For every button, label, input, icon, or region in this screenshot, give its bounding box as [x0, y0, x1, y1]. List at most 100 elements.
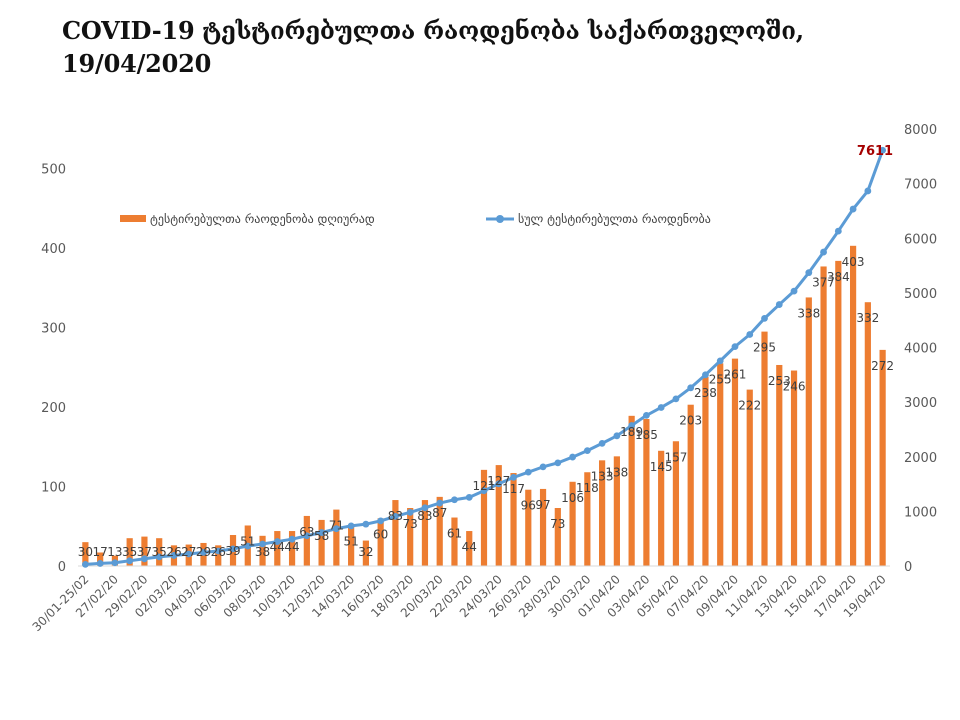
- cumulative-point-02/03/20: [170, 552, 178, 559]
- cumulative-point-12/04/20: [775, 301, 783, 308]
- cumulative-point-17/04/20: [849, 205, 857, 213]
- bar-label-06/03/20: 39: [225, 544, 240, 558]
- cumulative-point-04/03/20: [200, 549, 207, 556]
- daily-bar-10/04/20: [746, 389, 753, 566]
- bar-label-11/03/20: 63: [299, 525, 314, 539]
- daily-bar-02/04/20: [628, 415, 635, 566]
- cumulative-line-layer: [81, 146, 887, 568]
- bar-label-13/03/20: 71: [329, 519, 344, 533]
- bar-label-08/04/20: 255: [709, 372, 732, 386]
- cumulative-point-01/03/20: [155, 553, 163, 561]
- bar-label-10/03/20: 44: [284, 540, 299, 554]
- daily-bar-18/04/20: [864, 302, 871, 566]
- cumulative-point-29/03/20: [569, 453, 576, 461]
- bar-label-07/04/20: 238: [694, 386, 717, 400]
- cumulative-point-18/03/20: [406, 508, 414, 516]
- daily-bar-04/04/20: [658, 450, 665, 566]
- bar-label-29/02/20: 37: [137, 545, 152, 559]
- cumulative-point-11/03/20: [303, 532, 311, 540]
- cumulative-point-30/01-25/02: [81, 560, 89, 568]
- daily-bar-08/04/20: [717, 363, 724, 566]
- bar-label-04/04/20: 145: [650, 460, 673, 474]
- cumulative-point-14/03/20: [347, 522, 355, 530]
- right-axis-tick-7000: 7000: [904, 178, 937, 193]
- bar-label-22/03/20: 44: [462, 540, 477, 554]
- cumulative-point-26/02/20: [96, 560, 104, 567]
- cumulative-point-30/03/20: [583, 447, 591, 455]
- legend-label-total: სულ ტესტირებულთა რაოდენობა: [518, 212, 711, 226]
- daily-bar-10/03/20: [288, 531, 296, 566]
- cumulative-point-14/04/20: [805, 269, 813, 277]
- bar-label-20/03/20: 87: [432, 506, 447, 520]
- bar-label-23/03/20: 121: [473, 479, 496, 493]
- cumulative-point-16/03/20: [377, 517, 385, 525]
- right-axis-tick-5000: 5000: [904, 287, 937, 302]
- bar-label-31/03/20: 133: [591, 469, 614, 483]
- bar-label-27/03/20: 97: [535, 498, 550, 512]
- bar-label-01/04/20: 138: [605, 465, 628, 479]
- daily-bar-11/04/20: [761, 331, 768, 566]
- daily-bar-30/03/20: [584, 472, 591, 566]
- bar-label-08/03/20: 38: [255, 545, 270, 559]
- bar-label-05/04/20: 157: [664, 450, 687, 464]
- peak-total-label: 7611: [857, 144, 893, 159]
- right-axis-tick-6000: 6000: [904, 232, 937, 247]
- right-axis-tick-8000: 8000: [904, 123, 937, 138]
- daily-bar-26/03/20: [525, 489, 532, 566]
- cumulative-point-15/03/20: [362, 520, 370, 528]
- cumulative-point-04/04/20: [657, 404, 665, 411]
- cumulative-point-13/03/20: [332, 525, 340, 533]
- daily-bar-09/04/20: [731, 358, 739, 566]
- cumulative-point-19/04/20: [879, 146, 887, 154]
- daily-bar-16/03/20: [377, 518, 384, 566]
- right-axis-tick-1000: 1000: [904, 505, 937, 520]
- bar-label-02/03/20: 26: [166, 545, 181, 559]
- cumulative-point-10/04/20: [746, 331, 754, 338]
- bar-label-29/03/20: 106: [561, 491, 584, 505]
- daily-bar-23/03/20: [480, 469, 488, 566]
- bar-label-10/04/20: 222: [738, 399, 761, 413]
- bar-label-03/03/20: 27: [181, 545, 196, 559]
- daily-bar-19/04/20: [879, 349, 886, 566]
- daily-bar-20/03/20: [436, 496, 443, 566]
- cumulative-point-29/02/20: [141, 555, 148, 563]
- daily-bar-09/03/20: [274, 531, 281, 566]
- daily-bar-07/04/20: [702, 376, 709, 566]
- bar-label-07/03/20: 51: [240, 534, 255, 548]
- cumulative-point-17/03/20: [392, 512, 399, 520]
- cumulative-point-10/03/20: [288, 535, 296, 543]
- legend-label-daily: ტესტირებულთა რაოდენობა დღიურად: [150, 212, 375, 226]
- daily-bar-19/03/20: [421, 500, 429, 566]
- right-axis-tick-4000: 4000: [904, 342, 937, 357]
- bar-label-26/03/20: 96: [521, 499, 536, 513]
- cumulative-point-11/04/20: [761, 314, 768, 322]
- cumulative-point-05/03/20: [214, 547, 222, 555]
- bar-label-03/04/20: 185: [635, 428, 658, 442]
- left-axis-tick-0: 0: [58, 560, 66, 575]
- chart-title-line2: 19/04/2020: [62, 49, 212, 78]
- right-axis-tick-3000: 3000: [904, 396, 937, 411]
- cumulative-point-07/04/20: [702, 371, 709, 379]
- bar-label-26/02/20: 17: [93, 545, 108, 559]
- right-axis: 0 1000 2000 3000 4000 5000 6000 7000 8000: [904, 123, 937, 575]
- cumulative-point-23/03/20: [480, 487, 488, 495]
- right-axis-tick-2000: 2000: [904, 451, 937, 466]
- cumulative-point-03/03/20: [185, 550, 193, 558]
- bar-label-27/02/20: 13: [107, 545, 122, 559]
- cumulative-point-22/03/20: [465, 493, 473, 501]
- cumulative-point-03/04/20: [643, 412, 650, 419]
- cumulative-point-09/03/20: [273, 538, 281, 545]
- cumulative-point-09/04/20: [731, 343, 739, 351]
- daily-bar-06/04/20: [687, 404, 694, 566]
- cumulative-point-21/03/20: [451, 496, 458, 504]
- daily-bar-05/03/20: [215, 545, 222, 566]
- cumulative-point-26/03/20: [524, 468, 532, 476]
- bar-label-18/03/20: 73: [403, 517, 418, 531]
- right-axis-tick-0: 0: [904, 560, 912, 575]
- cumulative-point-13/04/20: [790, 287, 798, 295]
- bar-label-28/02/20: 35: [122, 545, 137, 559]
- chart-title-line1: COVID-19 ტესტირებულთა რაოდენობა საქართვე…: [62, 16, 804, 45]
- daily-bar-26/02/20: [97, 552, 104, 566]
